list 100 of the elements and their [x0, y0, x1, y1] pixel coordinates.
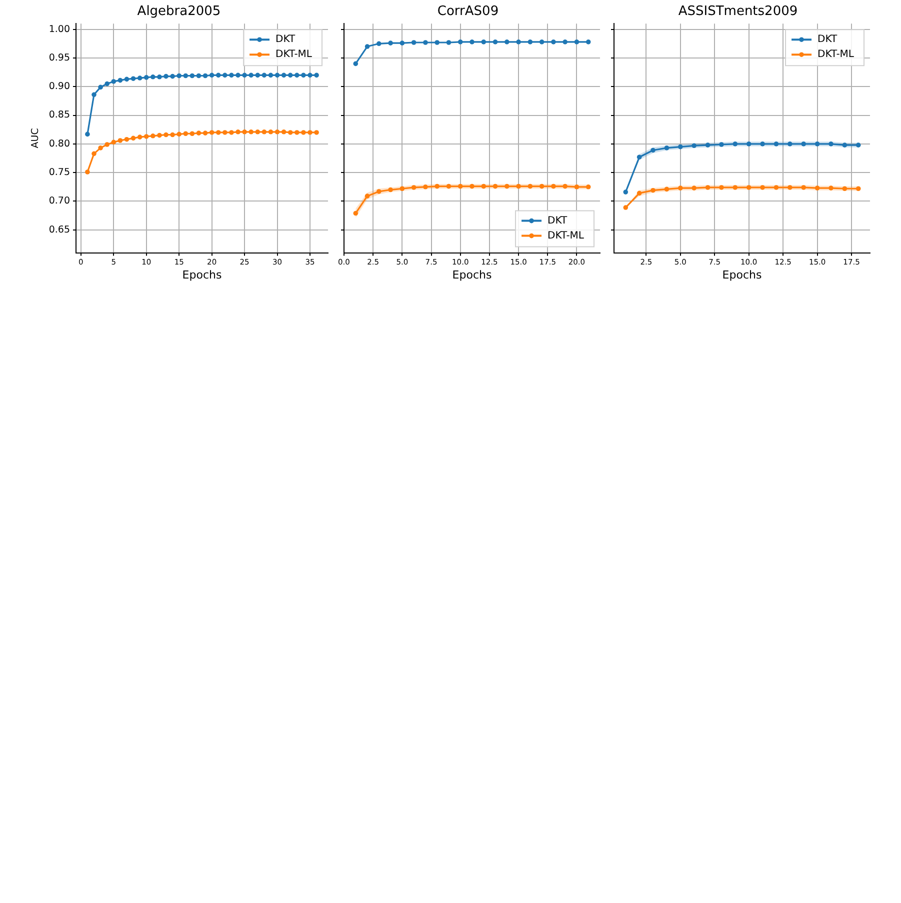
point — [216, 130, 221, 135]
point — [183, 131, 188, 136]
point — [388, 40, 393, 46]
point — [190, 131, 195, 136]
point — [664, 186, 670, 192]
point — [248, 72, 254, 78]
y-tick-label: 1.00 — [48, 24, 70, 35]
point — [492, 184, 498, 189]
point — [423, 40, 428, 45]
point — [137, 76, 142, 80]
point — [202, 130, 208, 136]
point — [801, 142, 806, 146]
point — [828, 186, 834, 190]
point — [124, 136, 130, 142]
point — [236, 72, 240, 78]
point — [242, 129, 247, 134]
point — [274, 129, 280, 134]
legend-label: DKT-ML — [818, 49, 854, 60]
point — [268, 129, 274, 134]
point — [176, 73, 182, 78]
point — [788, 142, 792, 146]
point — [446, 184, 452, 189]
point — [856, 186, 861, 192]
point — [150, 74, 156, 80]
point — [692, 186, 696, 190]
point — [705, 142, 710, 148]
point — [85, 170, 90, 174]
point — [176, 132, 182, 137]
point — [353, 61, 358, 66]
point — [288, 130, 293, 135]
point — [842, 186, 848, 192]
point — [492, 40, 498, 44]
point — [111, 79, 116, 84]
point — [539, 40, 544, 44]
point — [516, 184, 521, 189]
point — [719, 185, 724, 190]
y-tick-label: 0.90 — [48, 81, 70, 92]
point — [170, 74, 175, 79]
point — [222, 130, 228, 135]
y-tick-label: 0.65 — [48, 224, 70, 236]
x-axis-title: Epochs — [452, 268, 492, 282]
point — [268, 72, 274, 78]
point — [92, 151, 96, 156]
point — [481, 184, 486, 189]
legend-label: DKT-ML — [548, 230, 584, 242]
point — [294, 72, 300, 78]
point — [586, 184, 591, 190]
point — [281, 129, 286, 134]
point — [586, 40, 591, 44]
point — [678, 186, 683, 190]
point — [236, 129, 240, 134]
point — [209, 130, 214, 135]
point — [434, 184, 440, 189]
point — [400, 40, 405, 46]
point — [400, 186, 405, 192]
point — [144, 134, 149, 139]
point — [353, 210, 358, 216]
point — [202, 73, 208, 78]
point — [170, 132, 175, 138]
point — [551, 40, 556, 44]
point — [434, 40, 440, 45]
point — [562, 40, 568, 44]
point — [458, 40, 463, 44]
point — [376, 189, 382, 194]
point — [229, 130, 234, 135]
point — [470, 184, 474, 189]
point — [301, 130, 306, 135]
point — [623, 190, 628, 194]
point — [732, 185, 738, 190]
point — [746, 142, 752, 146]
point — [190, 73, 195, 78]
point — [574, 40, 580, 44]
point — [574, 184, 580, 190]
point — [196, 130, 202, 136]
point — [801, 185, 806, 190]
point — [222, 72, 228, 78]
point — [828, 142, 834, 146]
point — [650, 148, 656, 153]
y-tick-label: 0.80 — [48, 138, 70, 150]
point — [423, 184, 428, 190]
point — [98, 146, 103, 150]
point — [229, 72, 234, 78]
chart-title: CorrAS09 — [437, 4, 499, 20]
point — [774, 142, 779, 146]
point — [504, 40, 510, 44]
point — [104, 81, 110, 86]
point — [528, 184, 533, 189]
point — [539, 184, 544, 189]
point — [705, 185, 710, 190]
point — [551, 184, 556, 189]
point — [209, 72, 214, 78]
point — [364, 194, 370, 198]
y-axis-title: AUC — [30, 128, 42, 148]
point — [183, 73, 188, 78]
point — [516, 40, 521, 44]
point — [281, 72, 286, 78]
point — [562, 184, 568, 189]
point — [104, 142, 110, 147]
point — [301, 72, 306, 78]
point — [376, 41, 382, 46]
